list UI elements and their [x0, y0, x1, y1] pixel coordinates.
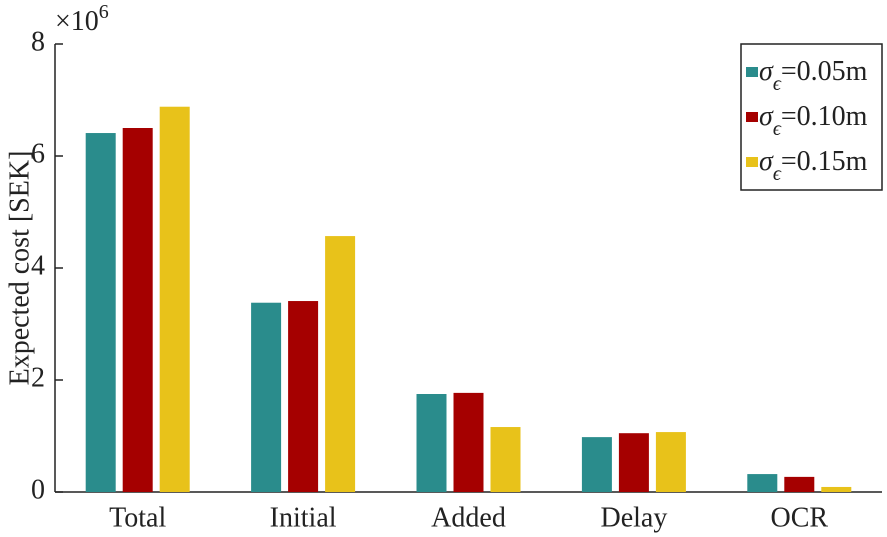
bar	[122, 128, 153, 492]
bar	[581, 437, 612, 492]
legend-box	[740, 43, 883, 191]
bar	[159, 106, 190, 492]
legend-label: σϵ=0.10m	[759, 101, 868, 140]
legend-swatch	[746, 157, 758, 167]
y-tick-label: 6	[31, 138, 45, 169]
x-tick-label: OCR	[771, 502, 829, 533]
bar	[784, 476, 815, 492]
x-tick-label: Total	[109, 502, 166, 533]
x-tick-label: Added	[431, 502, 506, 533]
multiplier-exponent: 6	[99, 1, 109, 23]
multiplier-base: ×10	[55, 6, 99, 37]
y-multiplier: ×106	[55, 1, 109, 37]
y-axis-label: Expected cost [SEK]	[4, 151, 35, 386]
legend-label: σϵ=0.05m	[759, 56, 868, 95]
x-tick-label: Initial	[270, 502, 337, 533]
bar	[453, 392, 484, 492]
bar	[490, 427, 521, 492]
bar	[618, 433, 649, 492]
bar	[251, 302, 282, 492]
y-tick-label: 8	[31, 26, 45, 57]
legend-swatch	[746, 67, 758, 77]
bar	[416, 394, 447, 492]
bar	[325, 236, 356, 492]
bar	[85, 133, 116, 493]
bar	[288, 301, 319, 492]
y-tick-label: 0	[31, 474, 45, 505]
bar	[821, 486, 852, 492]
legend-label: σϵ=0.15m	[759, 146, 868, 185]
x-tick-label: Delay	[600, 502, 667, 533]
bar	[655, 432, 686, 492]
y-tick-label: 2	[31, 362, 45, 393]
legend-swatch	[746, 112, 758, 122]
bar	[747, 474, 778, 492]
y-tick-label: 4	[31, 250, 45, 281]
